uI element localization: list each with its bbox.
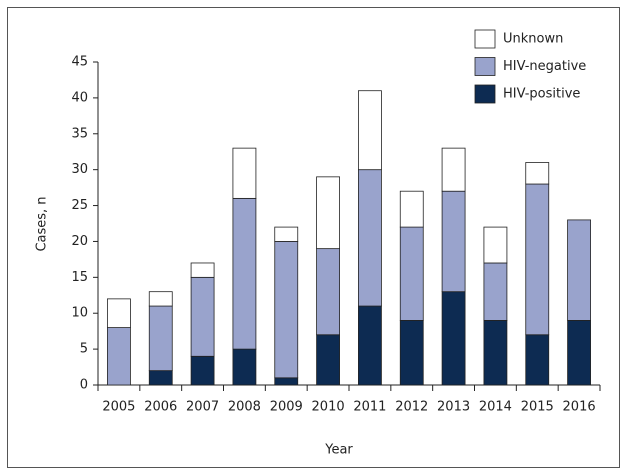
bar-segment — [567, 219, 591, 321]
x-tick-label: 2009 — [270, 400, 303, 415]
y-tick-label: 15 — [71, 270, 88, 285]
bar-segment — [232, 348, 257, 386]
legend-label: HIV-positive — [503, 87, 580, 102]
bar-segment — [525, 162, 550, 185]
bar-segment — [274, 241, 299, 379]
y-tick-label: 10 — [71, 306, 88, 321]
bar-segment — [316, 248, 340, 336]
bar-segment — [441, 147, 466, 192]
y-tick-label: 30 — [71, 162, 88, 177]
y-tick-label: 20 — [71, 234, 88, 249]
bar-segment — [232, 147, 257, 199]
x-tick-label: 2008 — [228, 400, 261, 415]
x-tick-label: 2007 — [186, 400, 219, 415]
y-axis-label: Cases, n — [35, 196, 50, 251]
y-tick-label: 45 — [71, 55, 88, 70]
bar-segment — [483, 226, 508, 264]
bar-segment — [148, 370, 173, 386]
y-tick-label: 40 — [71, 90, 88, 105]
bar-segment — [441, 291, 466, 386]
x-tick-label: 2006 — [144, 400, 177, 415]
bar-segment — [190, 262, 215, 278]
bar-segment — [107, 298, 131, 328]
x-tick-label: 2012 — [395, 400, 428, 415]
bar-segment — [567, 319, 591, 386]
bar-segment — [441, 190, 466, 293]
legend-label: HIV-negative — [503, 59, 586, 74]
bar-segment — [483, 262, 508, 321]
bar-segment — [525, 334, 550, 386]
x-axis-label: Year — [324, 443, 353, 458]
bar-segment — [399, 319, 424, 386]
y-tick-label: 35 — [71, 126, 88, 141]
bar-segment — [148, 291, 173, 307]
bar-segment — [316, 176, 340, 250]
bar-segment — [274, 377, 299, 386]
legend-swatch — [474, 84, 496, 104]
x-tick-label: 2011 — [353, 400, 386, 415]
bar-segment — [148, 305, 173, 372]
bar-segment — [358, 169, 382, 307]
bar-segment — [525, 183, 550, 336]
x-tick-label: 2010 — [312, 400, 345, 415]
bar-segment — [483, 319, 508, 386]
x-tick-label: 2014 — [479, 400, 512, 415]
frame — [7, 7, 620, 468]
x-tick-label: 2015 — [521, 400, 554, 415]
x-tick-label: 2013 — [437, 400, 470, 415]
y-tick-label: 5 — [80, 342, 88, 357]
bar-segment — [399, 190, 424, 228]
bar-segment — [274, 226, 299, 242]
legend-swatch — [474, 29, 496, 49]
bar-segment — [232, 197, 257, 350]
bar-segment — [190, 355, 215, 386]
y-tick-label: 25 — [71, 198, 88, 213]
x-tick-label: 2016 — [563, 400, 596, 415]
legend-label: Unknown — [503, 32, 563, 47]
y-tick-label: 0 — [80, 378, 88, 393]
bar-segment — [316, 334, 340, 386]
bar-segment — [107, 327, 131, 386]
legend-swatch — [474, 57, 496, 76]
bar-segment — [190, 276, 215, 357]
x-tick-label: 2005 — [102, 400, 135, 415]
bar-segment — [358, 90, 382, 171]
bar-segment — [358, 305, 382, 386]
bar-segment — [399, 226, 424, 321]
